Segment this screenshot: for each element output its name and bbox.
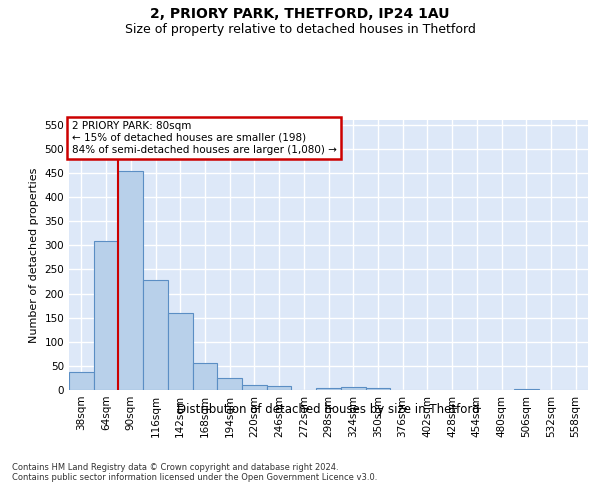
Bar <box>267 386 292 390</box>
Bar <box>341 387 365 390</box>
Text: Contains HM Land Registry data © Crown copyright and database right 2024.
Contai: Contains HM Land Registry data © Crown c… <box>12 462 377 482</box>
Bar <box>217 378 242 390</box>
Text: Size of property relative to detached houses in Thetford: Size of property relative to detached ho… <box>125 22 475 36</box>
Bar <box>69 372 94 390</box>
Bar <box>94 240 118 390</box>
Y-axis label: Number of detached properties: Number of detached properties <box>29 168 39 342</box>
Bar <box>143 280 168 390</box>
Text: Distribution of detached houses by size in Thetford: Distribution of detached houses by size … <box>178 402 480 415</box>
Bar <box>514 388 539 390</box>
Bar <box>242 385 267 390</box>
Text: 2, PRIORY PARK, THETFORD, IP24 1AU: 2, PRIORY PARK, THETFORD, IP24 1AU <box>150 8 450 22</box>
Bar <box>118 170 143 390</box>
Bar <box>365 388 390 390</box>
Bar <box>193 362 217 390</box>
Bar <box>316 388 341 390</box>
Text: 2 PRIORY PARK: 80sqm
← 15% of detached houses are smaller (198)
84% of semi-deta: 2 PRIORY PARK: 80sqm ← 15% of detached h… <box>71 122 337 154</box>
Bar <box>168 313 193 390</box>
